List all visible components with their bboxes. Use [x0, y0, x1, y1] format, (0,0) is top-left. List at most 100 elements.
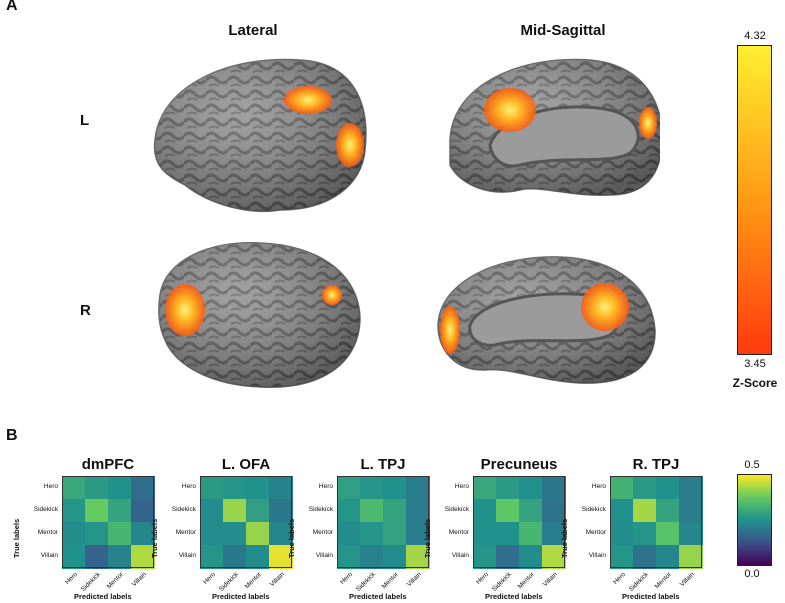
zscore-colorbar-min: 3.45 [744, 358, 766, 370]
matrix-cell [246, 545, 270, 569]
matrix-cell [542, 499, 566, 523]
matrix-cell [246, 499, 270, 523]
matrix-cell [360, 522, 384, 546]
y-tick-label: Villain [451, 551, 469, 559]
y-tick-label: Villain [40, 551, 58, 559]
matrix-title: R. TPJ [632, 456, 680, 473]
y-axis-label: True labels [12, 518, 21, 558]
matrix-cell [269, 522, 293, 546]
matrix-cell [610, 476, 634, 500]
matrix-cell [269, 476, 293, 500]
matrix-cell [679, 522, 703, 546]
activation-blob [639, 107, 657, 139]
hemisphere-label-right: R [80, 302, 91, 319]
matrix-cell [131, 476, 155, 500]
matrix-cell [337, 499, 361, 523]
matrix-cell [496, 499, 520, 523]
accuracy-colorbar [737, 474, 772, 566]
matrix-cell [473, 476, 497, 500]
matrix-cell [496, 522, 520, 546]
matrix-cell [473, 499, 497, 523]
matrix-cell [85, 545, 109, 569]
matrix-cell [337, 522, 361, 546]
matrix-cell [108, 476, 132, 500]
matrix-cell [406, 522, 430, 546]
panel-a-letter: A [6, 0, 18, 14]
x-axis-label: Predicted labels [349, 592, 407, 601]
view-title-mid-sagittal: Mid-Sagittal [520, 22, 606, 39]
activation-blob [336, 123, 364, 167]
x-axis-label: Predicted labels [74, 592, 132, 601]
zscore-colorbar-max: 4.32 [744, 30, 766, 42]
brain-left-mid-sagittal [449, 58, 660, 196]
matrix-cell [223, 476, 247, 500]
matrix-cell [223, 499, 247, 523]
brain-right-lateral [158, 241, 361, 388]
accuracy-colorbar-max: 0.5 [744, 459, 760, 471]
matrix-cell [337, 545, 361, 569]
matrix-cell [656, 499, 680, 523]
matrix-cell [656, 522, 680, 546]
matrix-cell [406, 545, 430, 569]
y-axis-label: True labels [287, 518, 296, 558]
matrix-cell [656, 545, 680, 569]
brain-renderings [153, 58, 660, 388]
activation-blob [484, 88, 536, 132]
matrix-cell [383, 499, 407, 523]
matrix-cell [633, 545, 657, 569]
matrix-title: L. OFA [221, 456, 271, 473]
y-tick-label: Hero [318, 482, 333, 490]
matrix-cell [62, 476, 86, 500]
matrix-cell [496, 476, 520, 500]
y-axis-label: True labels [150, 518, 159, 558]
activation-blob [165, 284, 205, 336]
x-axis-label: Predicted labels [212, 592, 270, 601]
matrix-cell [62, 545, 86, 569]
matrix-cell [406, 499, 430, 523]
activation-blob [581, 283, 629, 331]
matrix-cell [406, 476, 430, 500]
matrix-cell [62, 522, 86, 546]
matrix-cell [131, 499, 155, 523]
matrix-title: dmPFC [81, 456, 135, 473]
matrix-cell [62, 499, 86, 523]
matrix-cell [610, 499, 634, 523]
y-tick-label: Sidekick [33, 505, 58, 513]
y-tick-label: Sidekick [308, 505, 333, 513]
matrix-cell [656, 476, 680, 500]
x-axis-label: Predicted labels [485, 592, 543, 601]
matrix-cell [383, 476, 407, 500]
y-tick-label: Sidekick [581, 505, 606, 513]
matrix-cell [360, 545, 384, 569]
y-tick-label: Mentor [585, 528, 606, 536]
matrix-cell [519, 476, 543, 500]
matrix-frame [62, 476, 154, 568]
matrix-cell [200, 476, 224, 500]
matrix-frame [200, 476, 292, 568]
matrix-cell [200, 522, 224, 546]
matrix-cell [269, 499, 293, 523]
y-tick-label: Mentor [175, 528, 196, 536]
matrix-cell [223, 522, 247, 546]
matrix-frame [337, 476, 429, 568]
y-tick-label: Mentor [312, 528, 333, 536]
y-tick-label: Hero [591, 482, 606, 490]
matrix-cell [200, 499, 224, 523]
matrix-cell [85, 499, 109, 523]
matrix-cell [610, 522, 634, 546]
matrix-cell [542, 522, 566, 546]
matrix-cell [519, 522, 543, 546]
matrix-cell [383, 522, 407, 546]
activation-blob [284, 86, 332, 114]
y-tick-label: Hero [43, 482, 58, 490]
matrix-cell [108, 545, 132, 569]
matrix-cell [633, 476, 657, 500]
matrix-cell [542, 476, 566, 500]
accuracy-colorbar-min: 0.0 [744, 568, 760, 580]
panel-b-letter: B [6, 427, 18, 444]
matrix-cell [496, 545, 520, 569]
matrix-cell [633, 522, 657, 546]
matrix-cell [473, 545, 497, 569]
y-axis-label: True labels [560, 518, 569, 558]
matrix-cell [246, 476, 270, 500]
